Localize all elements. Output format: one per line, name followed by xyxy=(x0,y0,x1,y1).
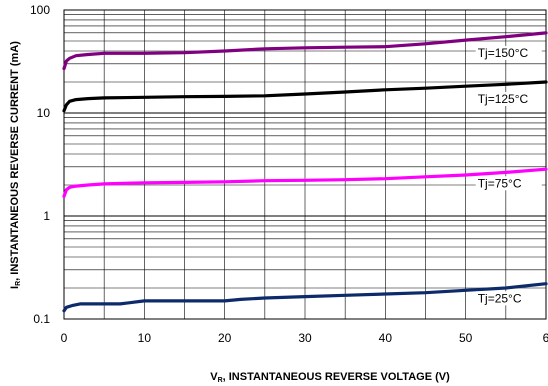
x-tick-label: 50 xyxy=(459,331,473,345)
x-tick-label: 20 xyxy=(218,331,232,345)
y-tick-label: 100 xyxy=(30,3,50,17)
y-axis-title-main: I xyxy=(9,286,21,289)
series-label-bg xyxy=(475,45,542,60)
x-axis-title-sub: R xyxy=(218,377,223,384)
x-tick-label: 0 xyxy=(61,331,68,345)
series-label: Tj=125°C xyxy=(478,92,529,106)
y-tick-label: 10 xyxy=(37,106,51,120)
series-label: Tj=75°C xyxy=(478,176,522,190)
y-axis-title-sub: R xyxy=(15,281,22,286)
x-axis-title-rest: , INSTANTANEOUS REVERSE VOLTAGE (V) xyxy=(223,371,450,383)
y-axis-title: IR, INSTANTANEOUS REVERSE CURRENT (mA) xyxy=(9,41,22,289)
series-label-bg xyxy=(475,176,542,191)
series-labels: Tj=150°C Tj=125°C Tj=75°C Tj=25°C xyxy=(475,45,542,306)
series-line xyxy=(62,167,548,198)
x-tick-label: 10 xyxy=(138,331,152,345)
x-axis-title: VR, INSTANTANEOUS REVERSE VOLTAGE (V) xyxy=(210,371,450,384)
series-line xyxy=(62,80,548,113)
y-axis-title-rest: , INSTANTANEOUS REVERSE CURRENT (mA) xyxy=(9,41,21,281)
grid-lines xyxy=(63,10,547,320)
x-tick-label: 6 xyxy=(543,331,548,345)
y-tick-label: 0.1 xyxy=(33,312,50,326)
series-line xyxy=(62,282,548,313)
x-tick-label: 30 xyxy=(298,331,312,345)
y-axis-ticks: 0.1 1 10 100 xyxy=(30,3,50,326)
series-label-bg xyxy=(475,92,542,107)
y-tick-label: 1 xyxy=(43,209,50,223)
x-tick-label: 40 xyxy=(379,331,393,345)
series-label-bg xyxy=(475,291,542,306)
x-axis-ticks: 0 10 20 30 40 50 6 xyxy=(61,331,548,345)
series-label: Tj=150°C xyxy=(478,46,529,60)
data-series xyxy=(62,31,548,313)
series-label: Tj=25°C xyxy=(478,291,522,305)
x-axis-title-main: V xyxy=(210,371,218,383)
series-line xyxy=(62,31,548,71)
plot-frame xyxy=(63,9,547,320)
